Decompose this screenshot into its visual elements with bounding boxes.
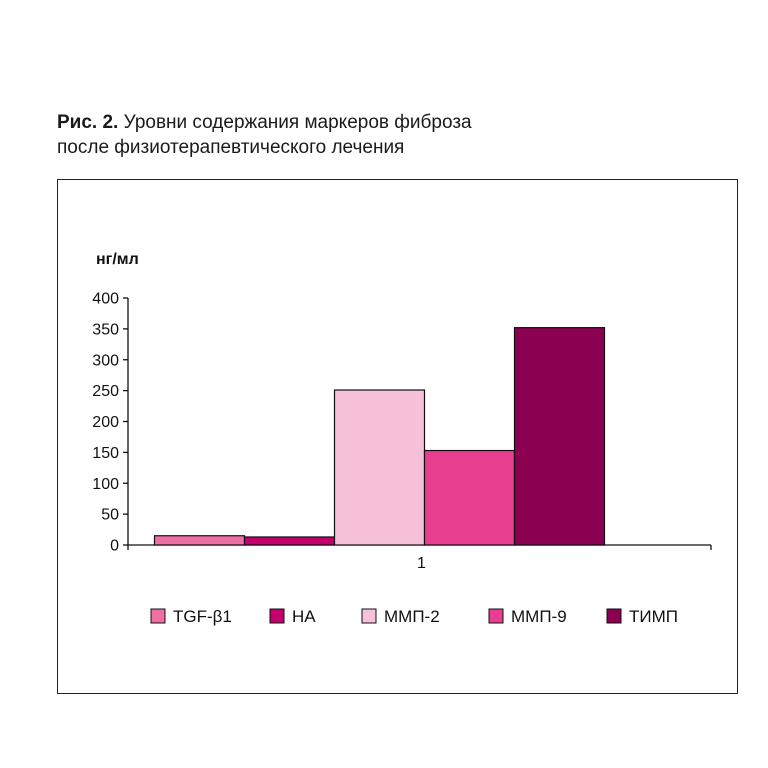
chart-frame xyxy=(57,179,738,694)
caption-line-2: после физиотерапевтического лечения xyxy=(57,137,405,158)
bar-4 xyxy=(423,449,516,546)
legend-swatch xyxy=(488,608,504,624)
y-tick-label: 400 xyxy=(92,291,119,308)
bar-2 xyxy=(243,536,336,546)
y-tick-label: 300 xyxy=(92,352,119,369)
legend-swatch xyxy=(361,608,377,624)
x-category-label: 1 xyxy=(417,555,426,572)
axes: 0 50 100 150 200 250 300 350 400 1 xyxy=(92,291,712,572)
legend-label: HA xyxy=(292,607,316,626)
y-axis-unit-label: нг/мл xyxy=(96,251,139,268)
bar-5 xyxy=(513,327,606,546)
y-tick-label: 0 xyxy=(110,538,119,555)
caption-line-1: Уровни содержания маркеров фиброза xyxy=(118,112,472,133)
figure-label: Рис. 2. xyxy=(57,112,119,133)
legend-label: ТИМП xyxy=(629,607,678,626)
legend-swatch xyxy=(606,608,622,624)
y-tick-label: 150 xyxy=(92,445,119,462)
legend-label: ММП-9 xyxy=(511,607,567,626)
figure-caption: Рис. 2. Уровни содержания маркеров фибро… xyxy=(57,110,717,160)
y-tick-label: 350 xyxy=(92,321,119,338)
bar-3 xyxy=(333,389,426,546)
legend-swatch xyxy=(269,608,285,624)
y-tick-label: 200 xyxy=(92,414,119,431)
legend-label: ММП-2 xyxy=(384,607,440,626)
y-tick-label: 50 xyxy=(101,507,119,524)
bars xyxy=(153,327,606,546)
bar-1 xyxy=(153,535,246,546)
y-tick-label: 100 xyxy=(92,476,119,493)
legend-swatch xyxy=(150,608,166,624)
legend: TGF-β1 HA ММП-2 ММП-9 ТИМП xyxy=(150,607,678,626)
y-tick-label: 250 xyxy=(92,383,119,400)
legend-label: TGF-β1 xyxy=(173,607,232,626)
